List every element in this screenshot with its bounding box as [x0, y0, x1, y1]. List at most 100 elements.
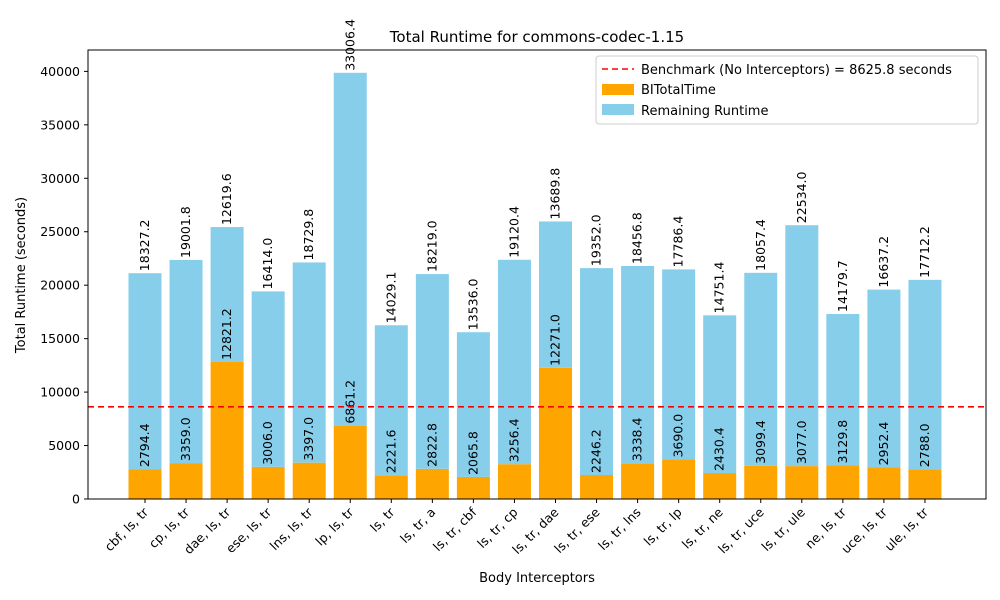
- legend-frame: [595, 55, 979, 125]
- bar-remaining-runtime: [867, 289, 901, 468]
- bar-bitotaltime: [292, 462, 326, 499]
- bar-label-bitotaltime: 3690.0: [671, 414, 686, 458]
- x-tick-label: ls, tr, a: [397, 505, 438, 546]
- bar-label-remaining-runtime: 14029.1: [383, 272, 398, 324]
- bar-label-bitotaltime: 2065.8: [465, 431, 480, 475]
- bar-bitotaltime: [539, 367, 572, 499]
- x-tick-label: ls, tr, lns: [595, 505, 644, 554]
- bar-remaining-runtime: [456, 332, 490, 477]
- bar-remaining-runtime: [374, 325, 408, 476]
- bar-label-bitotaltime: 3077.0: [794, 420, 809, 464]
- bar-label-remaining-runtime: 13536.0: [465, 278, 480, 330]
- y-tick-label: 20000: [40, 278, 80, 293]
- bar-label-bitotaltime: 3099.4: [753, 420, 768, 464]
- bar-label-remaining-runtime: 12619.6: [219, 173, 234, 225]
- bar-label-remaining-runtime: 19352.0: [589, 214, 604, 266]
- y-tick-label: 25000: [40, 224, 80, 239]
- bar-bitotaltime: [785, 466, 819, 499]
- legend-benchmark-label: Benchmark (No Interceptors) = 8625.8 sec…: [641, 63, 952, 78]
- x-tick-label: ese, ls, tr: [223, 504, 275, 556]
- bar-label-bitotaltime: 12821.2: [219, 308, 234, 360]
- bar-bitotaltime: [374, 475, 408, 499]
- bar-label-remaining-runtime: 14751.4: [712, 262, 727, 314]
- legend-bitotaltime-label: BITotalTime: [641, 83, 716, 98]
- x-tick-label: lp, ls, tr: [312, 504, 357, 549]
- bar-label-bitotaltime: 2794.4: [137, 423, 152, 467]
- bar-label-remaining-runtime: 17786.4: [671, 216, 686, 268]
- bar-label-bitotaltime: 2430.4: [712, 427, 727, 471]
- bar-label-bitotaltime: 2822.8: [424, 423, 439, 467]
- y-tick-label: 40000: [40, 64, 80, 79]
- bar-label-bitotaltime: 2246.2: [589, 429, 604, 473]
- x-tick-label: uce, ls, tr: [838, 504, 891, 557]
- bar-remaining-runtime: [785, 225, 819, 467]
- bar-label-remaining-runtime: 22534.0: [794, 171, 809, 223]
- bar-bitotaltime: [497, 464, 531, 499]
- bar-bitotaltime: [333, 425, 367, 499]
- y-tick-label: 10000: [40, 385, 80, 400]
- legend: Benchmark (No Interceptors) = 8625.8 sec…: [595, 55, 979, 125]
- y-axis-label: Total Runtime (seconds): [14, 197, 29, 354]
- bar-label-bitotaltime: 3338.4: [630, 418, 645, 462]
- bar-bitotaltime: [744, 465, 778, 499]
- bar-remaining-runtime: [128, 273, 162, 470]
- bar-label-remaining-runtime: 19120.4: [506, 206, 521, 258]
- bar-remaining-runtime: [580, 268, 614, 475]
- bar-remaining-runtime: [539, 221, 572, 368]
- bar-remaining-runtime: [251, 291, 285, 467]
- bar-label-remaining-runtime: 33006.4: [342, 19, 357, 71]
- x-tick-label: ls, tr: [367, 504, 398, 535]
- bar-label-bitotaltime: 2788.0: [917, 423, 932, 467]
- x-tick-label: cbf, ls, tr: [102, 504, 152, 554]
- bar-remaining-runtime: [415, 274, 449, 469]
- bar-bitotaltime: [456, 476, 490, 499]
- x-tick-label: lns, ls, tr: [267, 504, 316, 553]
- bar-label-remaining-runtime: 16414.0: [260, 238, 275, 290]
- bar-label-bitotaltime: 3256.4: [506, 418, 521, 462]
- bar-remaining-runtime: [497, 259, 531, 465]
- bar-remaining-runtime: [662, 269, 696, 460]
- bar-label-remaining-runtime: 18219.0: [424, 220, 439, 272]
- bar-label-remaining-runtime: 18327.2: [137, 219, 152, 271]
- x-tick-label: ls, tr, lp: [641, 504, 685, 548]
- bar-bitotaltime: [128, 469, 162, 499]
- legend-remaining-swatch: [602, 104, 634, 115]
- bar-label-bitotaltime: 2952.4: [876, 422, 891, 466]
- y-tick-label: 30000: [40, 171, 80, 186]
- bar-label-remaining-runtime: 19001.8: [178, 206, 193, 258]
- bar-bitotaltime: [662, 459, 696, 499]
- bar-remaining-runtime: [169, 259, 203, 464]
- bar-bitotaltime: [908, 469, 942, 499]
- bar-remaining-runtime: [703, 315, 737, 474]
- bar-label-remaining-runtime: 18729.8: [301, 209, 316, 261]
- bar-label-remaining-runtime: 16637.2: [876, 236, 891, 288]
- bar-label-bitotaltime: 12271.0: [548, 314, 563, 366]
- y-ticks-layer: 0 5000 10000 15000 20000 25000 30000 35000 40000: [40, 64, 88, 507]
- bar-bitotaltime: [703, 473, 737, 499]
- bar-label-bitotaltime: 3397.0: [301, 417, 316, 461]
- bar-bitotaltime: [580, 474, 614, 499]
- bar-remaining-runtime: [621, 265, 655, 464]
- bar-label-bitotaltime: 3359.0: [178, 417, 193, 461]
- bar-label-remaining-runtime: 18057.4: [753, 219, 768, 271]
- bar-label-remaining-runtime: 13689.8: [548, 168, 563, 220]
- x-axis-label: Body Interceptors: [479, 571, 595, 586]
- axes-layer: [87, 49, 987, 500]
- bar-bitotaltime: [826, 465, 860, 499]
- bar-label-remaining-runtime: 18456.8: [630, 212, 645, 264]
- bar-remaining-runtime: [744, 272, 778, 466]
- x-tick-label: ls, tr, cbf: [430, 504, 480, 554]
- bar-bitotaltime: [251, 466, 285, 499]
- bar-label-bitotaltime: 3006.0: [260, 421, 275, 465]
- legend-bitotaltime-swatch: [602, 84, 634, 95]
- bar-remaining-runtime: [908, 279, 942, 470]
- x-tick-label: ule, ls, tr: [882, 504, 932, 554]
- legend-remaining-label: Remaining Runtime: [641, 104, 768, 119]
- bars-layer: [128, 72, 942, 499]
- plot-frame: [87, 49, 987, 500]
- bar-remaining-runtime: [292, 262, 326, 463]
- chart-title: Total Runtime for commons-codec-1.15: [389, 28, 684, 46]
